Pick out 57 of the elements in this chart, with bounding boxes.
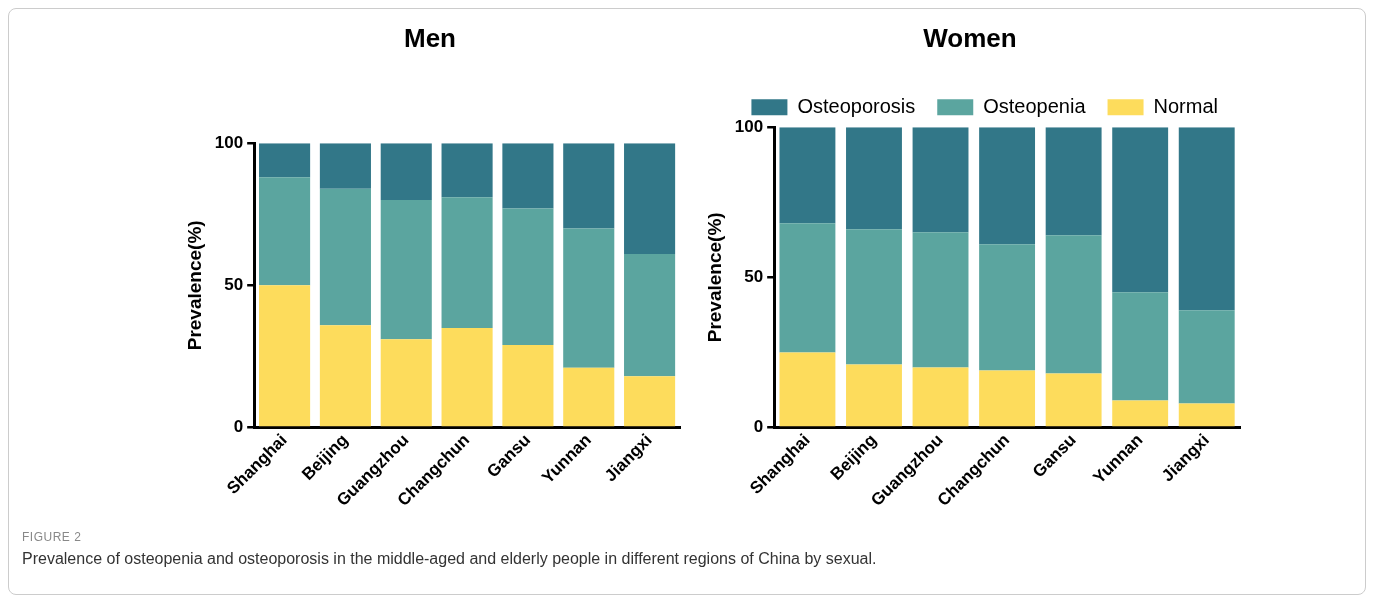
bar <box>624 376 676 427</box>
bar <box>380 339 432 427</box>
y-tick-label: 50 <box>224 275 244 295</box>
bar <box>319 143 371 189</box>
bar <box>441 327 493 427</box>
bar <box>1112 292 1169 401</box>
caption: FIGURE 2 <box>22 530 83 544</box>
bar <box>1178 403 1235 427</box>
bar <box>779 127 836 224</box>
bar <box>563 367 615 427</box>
bar <box>259 143 311 178</box>
bar <box>846 364 902 427</box>
y-tick-label: 50 <box>744 267 764 287</box>
bar <box>912 367 969 427</box>
bar <box>319 325 371 427</box>
bar <box>624 254 676 377</box>
bar <box>502 345 554 427</box>
bar <box>563 143 615 229</box>
y-axis-title: Prevalence(%) <box>183 220 205 351</box>
bar <box>1045 373 1102 427</box>
y-tick-label: 100 <box>214 132 244 152</box>
bar <box>380 143 432 201</box>
legend-label: Osteopenia <box>983 94 1087 117</box>
bar <box>1178 127 1235 311</box>
chart-title: Women <box>923 22 1017 53</box>
bar <box>779 352 836 427</box>
y-axis-title: Prevalence(%) <box>703 212 725 343</box>
bar <box>319 188 371 326</box>
bar <box>1045 235 1102 374</box>
bar <box>259 177 311 286</box>
bar <box>979 244 1036 371</box>
bar <box>502 143 554 209</box>
bar <box>846 229 902 365</box>
bar <box>1112 400 1169 427</box>
bar <box>380 200 432 340</box>
bar <box>624 143 676 255</box>
legend-label: Normal <box>1153 94 1218 117</box>
text: Prevalence of osteopenia and osteoporosis in the middle-aged and elderly people in different regions of China by sexual. <box>22 550 877 568</box>
bar <box>779 223 836 353</box>
bar <box>912 232 969 368</box>
bar <box>1045 127 1102 236</box>
bar <box>1178 310 1235 404</box>
y-tick-label: 100 <box>734 116 764 136</box>
bar <box>441 197 493 328</box>
bar <box>979 370 1036 427</box>
bar <box>259 285 311 427</box>
bar <box>979 127 1036 245</box>
bar <box>912 127 969 233</box>
bar <box>563 228 615 368</box>
legend-label: Osteoporosis <box>797 94 916 117</box>
y-tick-label: 0 <box>753 417 764 437</box>
chart-title: Men <box>404 22 456 53</box>
bar <box>441 143 493 198</box>
y-tick-label: 0 <box>233 417 244 437</box>
bar <box>1112 127 1169 293</box>
bar <box>846 127 902 230</box>
bar <box>502 208 554 346</box>
